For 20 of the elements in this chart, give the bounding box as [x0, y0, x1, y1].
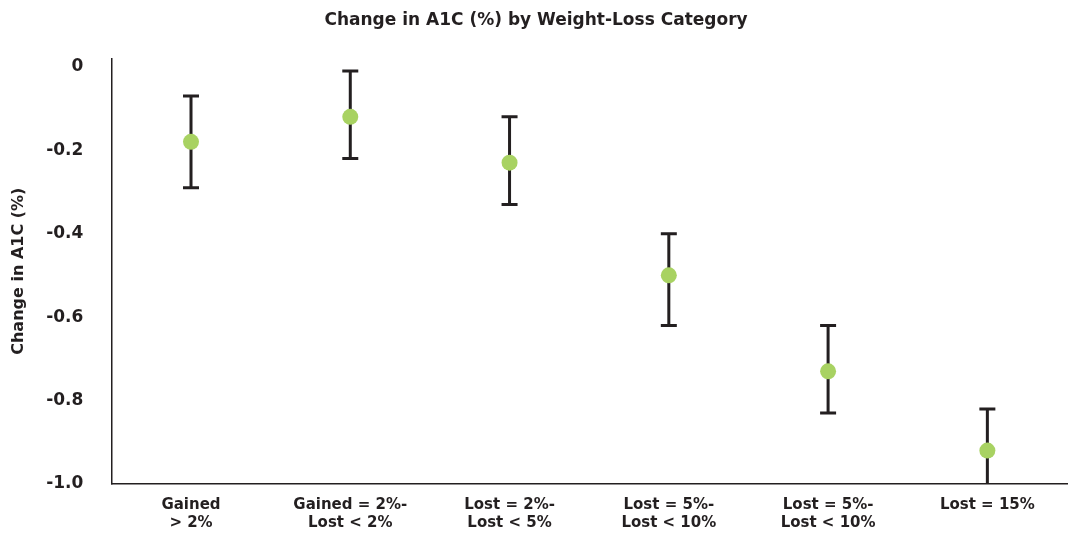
x-tick-label: Gained = 2%- Lost < 2% [293, 494, 408, 531]
x-tick-label: Lost = 2%- Lost < 5% [464, 494, 555, 531]
y-tick-label: -0.6 [46, 305, 84, 326]
y-tick-label: -0.2 [46, 138, 84, 159]
point [660, 267, 677, 284]
y-tick-label: 0 [71, 55, 84, 76]
y-tick-label: -0.8 [46, 388, 84, 409]
x-tick-label: Lost = 5%- Lost < 10% [621, 494, 717, 531]
chart-title: Change in A1C (%) by Weight-Loss Category [324, 8, 748, 29]
x-tick-label: Lost = 5%- Lost < 10% [780, 494, 876, 531]
point [342, 108, 359, 125]
y-axis-title: Change in A1C (%) [7, 187, 27, 355]
point [183, 133, 200, 150]
y-tick-label: -0.4 [46, 222, 84, 243]
y-tick-label: -1.0 [46, 472, 84, 493]
x-tick-label: Lost = 15% [939, 494, 1035, 513]
point [979, 442, 996, 459]
point [820, 363, 837, 380]
x-tick-label: Gained > 2% [161, 494, 221, 531]
point [501, 154, 518, 171]
